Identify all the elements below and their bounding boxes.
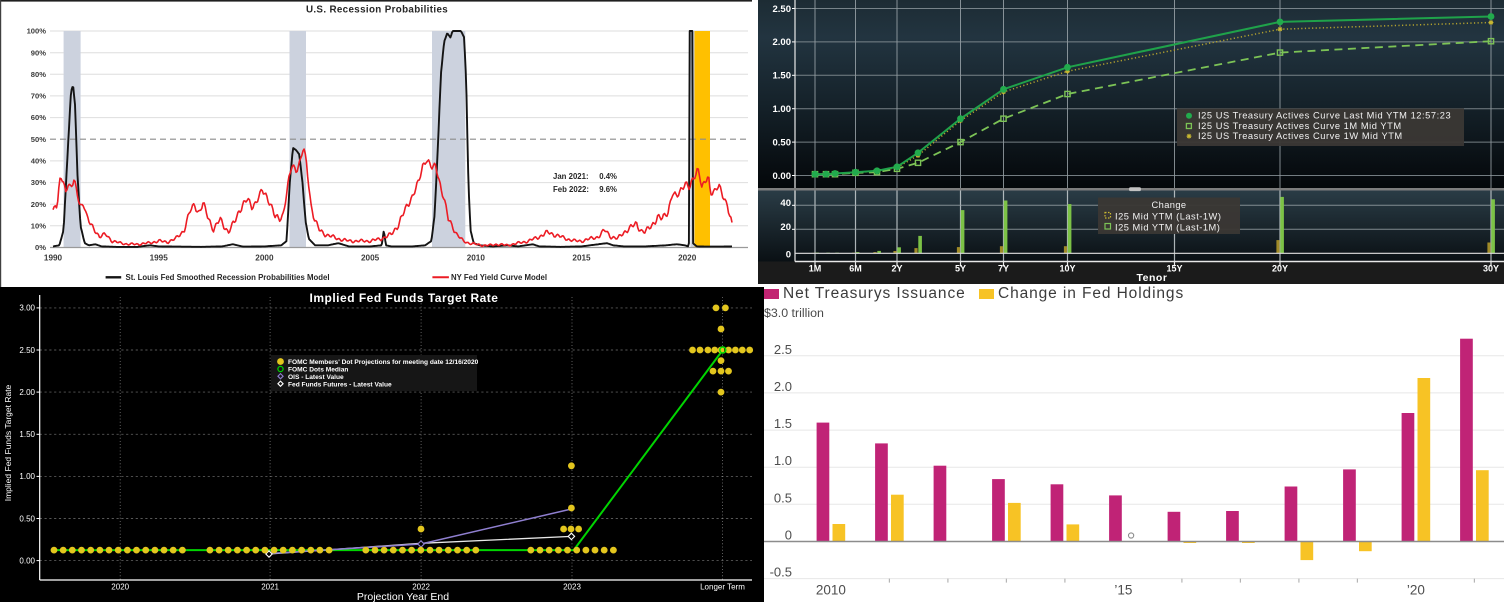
svg-text:NY Fed Yield Curve Model: NY Fed Yield Curve Model [451, 273, 547, 282]
svg-text:Net Treasurys Issuance: Net Treasurys Issuance [783, 285, 966, 302]
svg-text:2.5: 2.5 [774, 342, 792, 357]
svg-text:Change: Change [1152, 200, 1187, 210]
svg-text:FOMC Members' Dot Projections: FOMC Members' Dot Projections for meetin… [288, 359, 479, 366]
svg-text:OIS - Latest Value: OIS - Latest Value [288, 374, 344, 381]
svg-text:2021: 2021 [261, 583, 279, 592]
svg-text:90%: 90% [31, 48, 46, 57]
svg-text:2005: 2005 [361, 254, 380, 263]
svg-text:80%: 80% [31, 70, 46, 79]
svg-text:5Y: 5Y [955, 264, 966, 274]
svg-text:Jan 2021:: Jan 2021: [553, 172, 589, 181]
svg-text:1.50: 1.50 [773, 71, 792, 82]
svg-text:I25 US Treasury Actives Curve: I25 US Treasury Actives Curve 1W Mid YTM [1198, 131, 1403, 141]
svg-text:40%: 40% [31, 157, 46, 166]
svg-text:0: 0 [786, 250, 791, 261]
svg-text:Implied Fed Funds Target Rate: Implied Fed Funds Target Rate [310, 291, 499, 305]
svg-text:2010: 2010 [816, 583, 846, 598]
svg-text:100%: 100% [27, 27, 47, 36]
svg-text:2.0: 2.0 [774, 379, 792, 394]
svg-text:0: 0 [785, 528, 792, 543]
svg-text:0.4%: 0.4% [599, 172, 617, 181]
svg-text:0.50: 0.50 [19, 514, 35, 523]
svg-text:2023: 2023 [563, 583, 581, 592]
svg-text:Feb 2022:: Feb 2022: [553, 185, 589, 194]
svg-text:-0.5: -0.5 [770, 565, 792, 580]
svg-text:2.50: 2.50 [19, 346, 35, 355]
svg-text:9.6%: 9.6% [599, 185, 617, 194]
svg-text:I25 US Treasury Actives Curve: I25 US Treasury Actives Curve Last Mid Y… [1198, 111, 1451, 121]
svg-text:St. Louis Fed Smoothed Recessi: St. Louis Fed Smoothed Recession Probabi… [126, 273, 330, 282]
svg-text:1.00: 1.00 [773, 104, 792, 115]
svg-text:1995: 1995 [150, 254, 169, 263]
svg-text:1.00: 1.00 [19, 472, 35, 481]
svg-text:0.50: 0.50 [773, 137, 792, 148]
svg-text:Longer Term: Longer Term [700, 583, 745, 592]
svg-text:2.00: 2.00 [773, 37, 792, 48]
svg-text:U.S. Recession Probabilities: U.S. Recession Probabilities [306, 5, 448, 16]
svg-text:15Y: 15Y [1166, 264, 1182, 274]
svg-text:$3.0 trillion: $3.0 trillion [764, 306, 824, 320]
svg-text:FOMC Dots Median: FOMC Dots Median [288, 367, 348, 374]
svg-text:1M: 1M [809, 264, 822, 274]
svg-text:2.00: 2.00 [19, 388, 35, 397]
svg-text:2Y: 2Y [891, 264, 902, 274]
svg-text:Tenor: Tenor [1137, 272, 1168, 284]
svg-text:Projection Year End: Projection Year End [357, 591, 449, 602]
svg-text:20Y: 20Y [1272, 264, 1288, 274]
svg-text:40: 40 [780, 198, 791, 209]
svg-text:2020: 2020 [678, 254, 697, 263]
svg-text:20%: 20% [31, 200, 46, 209]
svg-text:I25 Mid YTM (Last-1W): I25 Mid YTM (Last-1W) [1115, 212, 1221, 222]
svg-text:30%: 30% [31, 178, 46, 187]
svg-text:Implied Fed Funds Target Rate: Implied Fed Funds Target Rate [3, 384, 13, 501]
svg-text:Change in Fed Holdings: Change in Fed Holdings [998, 285, 1184, 302]
svg-text:2010: 2010 [467, 254, 486, 263]
svg-text:0.00: 0.00 [19, 556, 35, 565]
svg-text:1.0: 1.0 [774, 453, 792, 468]
svg-text:2000: 2000 [255, 254, 274, 263]
svg-text:2020: 2020 [111, 583, 129, 592]
svg-text:2.50: 2.50 [773, 4, 792, 15]
svg-text:10%: 10% [31, 221, 46, 230]
svg-text:I25 US Treasury Actives Curve: I25 US Treasury Actives Curve 1M Mid YTM [1198, 121, 1402, 131]
svg-text:20: 20 [780, 222, 791, 233]
svg-text:0.00: 0.00 [773, 171, 792, 182]
svg-text:60%: 60% [31, 113, 46, 122]
svg-text:30Y: 30Y [1483, 264, 1499, 274]
svg-text:I25 Mid YTM (Last-1M): I25 Mid YTM (Last-1M) [1115, 223, 1220, 233]
svg-text:1990: 1990 [44, 254, 63, 263]
svg-text:1.5: 1.5 [774, 416, 792, 431]
svg-text:50%: 50% [31, 135, 46, 144]
svg-text:0%: 0% [35, 243, 46, 252]
svg-text:10Y: 10Y [1059, 264, 1075, 274]
svg-text:3.00: 3.00 [19, 304, 35, 313]
svg-text:2015: 2015 [572, 254, 591, 263]
svg-text:6M: 6M [849, 264, 862, 274]
svg-text:0.5: 0.5 [774, 490, 792, 505]
svg-text:2022: 2022 [412, 583, 430, 592]
svg-text:1.50: 1.50 [19, 430, 35, 439]
svg-text:Fed Funds Futures - Latest Val: Fed Funds Futures - Latest Value [288, 382, 392, 389]
svg-text:’20: ’20 [1407, 583, 1425, 598]
svg-text:7Y: 7Y [998, 264, 1009, 274]
svg-text:70%: 70% [31, 92, 46, 101]
svg-text:’15: ’15 [1114, 583, 1132, 598]
